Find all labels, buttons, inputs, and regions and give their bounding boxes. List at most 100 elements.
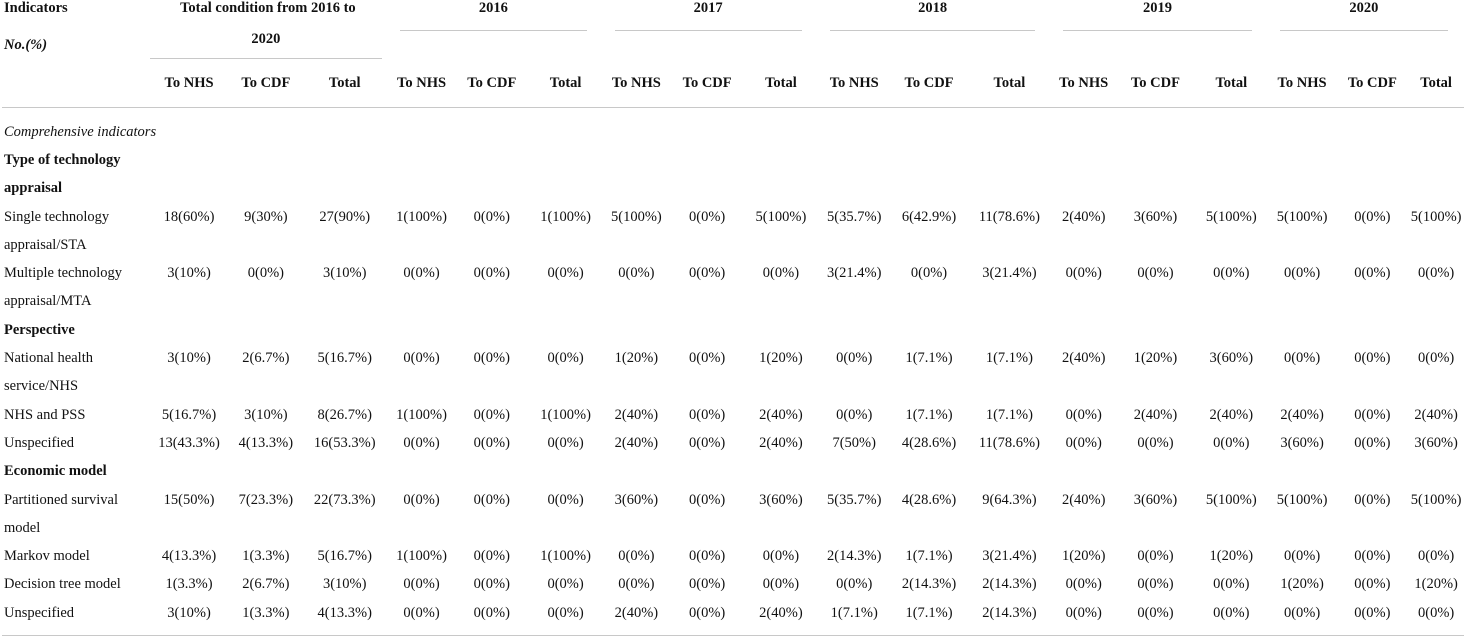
table-cell: 3(60%)	[614, 491, 659, 508]
table-cell: 0(0%)	[473, 434, 510, 451]
empty-cell	[455, 514, 529, 542]
empty-cell	[670, 514, 744, 542]
table-cell: 3(60%)	[1209, 350, 1254, 367]
empty-cell	[1268, 288, 1337, 316]
table-cell: 2(6.7%)	[242, 350, 290, 367]
table-cell: 0(0%)	[1283, 548, 1321, 565]
empty-cell	[529, 288, 603, 316]
table-cell: 4(13.3%)	[317, 604, 372, 621]
empty-cell	[388, 514, 455, 542]
empty-cell	[670, 288, 744, 316]
empty-cell	[1408, 373, 1464, 401]
empty-cell	[1051, 373, 1116, 401]
table-cell: 0(0%)	[1213, 265, 1250, 282]
table-cell: 2(40%)	[614, 434, 659, 451]
table-cell: 0(0%)	[247, 265, 284, 282]
table-cell: 0(0%)	[403, 491, 440, 508]
table-cell: 0(0%)	[1137, 265, 1174, 282]
sub-total: Total	[528, 59, 603, 108]
table-cell: 1(100%)	[396, 406, 447, 423]
section-economic: Economic model	[4, 463, 107, 480]
table-cell: 0(0%)	[618, 265, 655, 282]
table-cell: 0(0%)	[618, 548, 655, 565]
table-row: National health 3(10%) 2(6.7%) 5(16.7%) 0(0%…	[2, 344, 1464, 372]
empty-cell	[230, 514, 301, 542]
table-cell: 9(30%)	[244, 208, 288, 225]
empty-cell	[1336, 231, 1408, 259]
row-label: National health	[4, 350, 93, 367]
empty-cell	[1336, 288, 1408, 316]
sub-to-cdf: To CDF	[1116, 59, 1195, 108]
row-label: Multiple technology	[4, 265, 122, 282]
row-label: Decision tree model	[4, 576, 121, 593]
sub-total: Total	[1408, 59, 1464, 108]
table-cell: 0(0%)	[473, 491, 510, 508]
year-header-2020: 2020	[1268, 0, 1464, 31]
section-perspective: Perspective	[4, 321, 75, 338]
header-spacer	[388, 31, 1464, 59]
table-cell: 2(14.3%)	[901, 576, 957, 593]
table-cell: 0(0%)	[1354, 406, 1391, 423]
table-cell: 0(0%)	[1417, 350, 1455, 367]
no-pct-header: No.(%)	[4, 36, 48, 53]
sub-to-nhs: To NHS	[1267, 59, 1337, 108]
empty-cell	[230, 288, 301, 316]
table-cell: 3(60%)	[759, 491, 803, 508]
table-cell: 0(0%)	[1354, 208, 1391, 225]
row-label: Single technology	[4, 208, 110, 225]
empty-cell	[1268, 514, 1337, 542]
table-cell: 3(60%)	[1133, 208, 1178, 225]
table-cell: 2(14.3%)	[827, 548, 882, 565]
table-cell: 1(3.3%)	[165, 576, 213, 593]
table-cell: 0(0%)	[689, 548, 726, 565]
empty-cell	[388, 373, 455, 401]
table-cell: 0(0%)	[1137, 548, 1174, 565]
row-label: Partitioned survival	[4, 491, 118, 508]
table-bottom-rule	[2, 635, 1464, 636]
empty-cell	[1268, 373, 1337, 401]
table-cell: 0(0%)	[1065, 434, 1102, 451]
table-cell: 2(40%)	[759, 434, 803, 451]
table-cell: 1(7.1%)	[830, 604, 878, 621]
table-cell: 0(0%)	[547, 576, 584, 593]
table-cell: 3(10%)	[322, 265, 367, 282]
empty-cell	[744, 514, 818, 542]
table-cell: 1(3.3%)	[242, 548, 290, 565]
table-row: Markov model 4(13.3%) 1(3.3%) 5(16.7%) 1(100…	[2, 542, 1464, 570]
table-cell: 2(40%)	[614, 604, 659, 621]
empty-cell	[301, 231, 388, 259]
empty-cell	[1116, 514, 1195, 542]
table-cell: 1(7.1%)	[905, 604, 953, 621]
table-cell: 1(7.1%)	[985, 406, 1033, 423]
table-cell: 3(10%)	[167, 604, 211, 621]
row-label: Markov model	[4, 548, 90, 565]
empty-cell	[891, 373, 968, 401]
table-cell: 0(0%)	[1213, 576, 1250, 593]
empty-cell	[603, 373, 671, 401]
empty-cell	[455, 288, 529, 316]
empty-cell	[1195, 373, 1268, 401]
table-cell: 0(0%)	[1354, 548, 1391, 565]
table-row: Unspecified 3(10%) 1(3.3%) 4(13.3%) 0(0%) 0(0…	[2, 599, 1464, 627]
table-row: Single technology 18(60%) 9(30%) 27(90%) 1(1…	[2, 203, 1464, 231]
table-cell: 0(0%)	[403, 576, 440, 593]
empty-cell	[230, 373, 301, 401]
empty-cell	[1195, 514, 1268, 542]
table-cell: 5(35.7%)	[827, 208, 882, 225]
empty-cell	[1336, 514, 1408, 542]
table-cell: 0(0%)	[1417, 604, 1455, 621]
empty-cell	[603, 288, 671, 316]
table-cell: 0(0%)	[836, 350, 873, 367]
empty-cell	[148, 514, 231, 542]
year-header-2017: 2017	[603, 0, 818, 31]
row-label: model	[4, 519, 41, 536]
table-cell: 0(0%)	[762, 548, 800, 565]
table-cell: 3(10%)	[322, 576, 367, 593]
empty-cell	[301, 514, 388, 542]
table-cell: 2(14.3%)	[982, 576, 1037, 593]
table-cell: 0(0%)	[1354, 350, 1391, 367]
empty-cell	[230, 231, 301, 259]
table-cell: 3(60%)	[1414, 434, 1458, 451]
table-cell: 3(21.4%)	[827, 265, 882, 282]
